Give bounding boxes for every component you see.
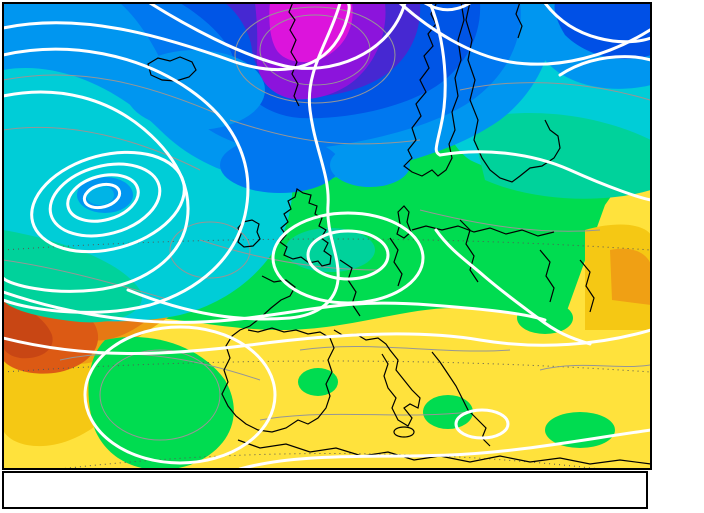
isobar-lines bbox=[4, 4, 650, 468]
map-border bbox=[2, 2, 652, 470]
coastlines bbox=[147, 4, 650, 465]
caption-line2 bbox=[10, 492, 642, 513]
caption-box bbox=[2, 471, 648, 509]
contour-lines bbox=[4, 6, 650, 441]
